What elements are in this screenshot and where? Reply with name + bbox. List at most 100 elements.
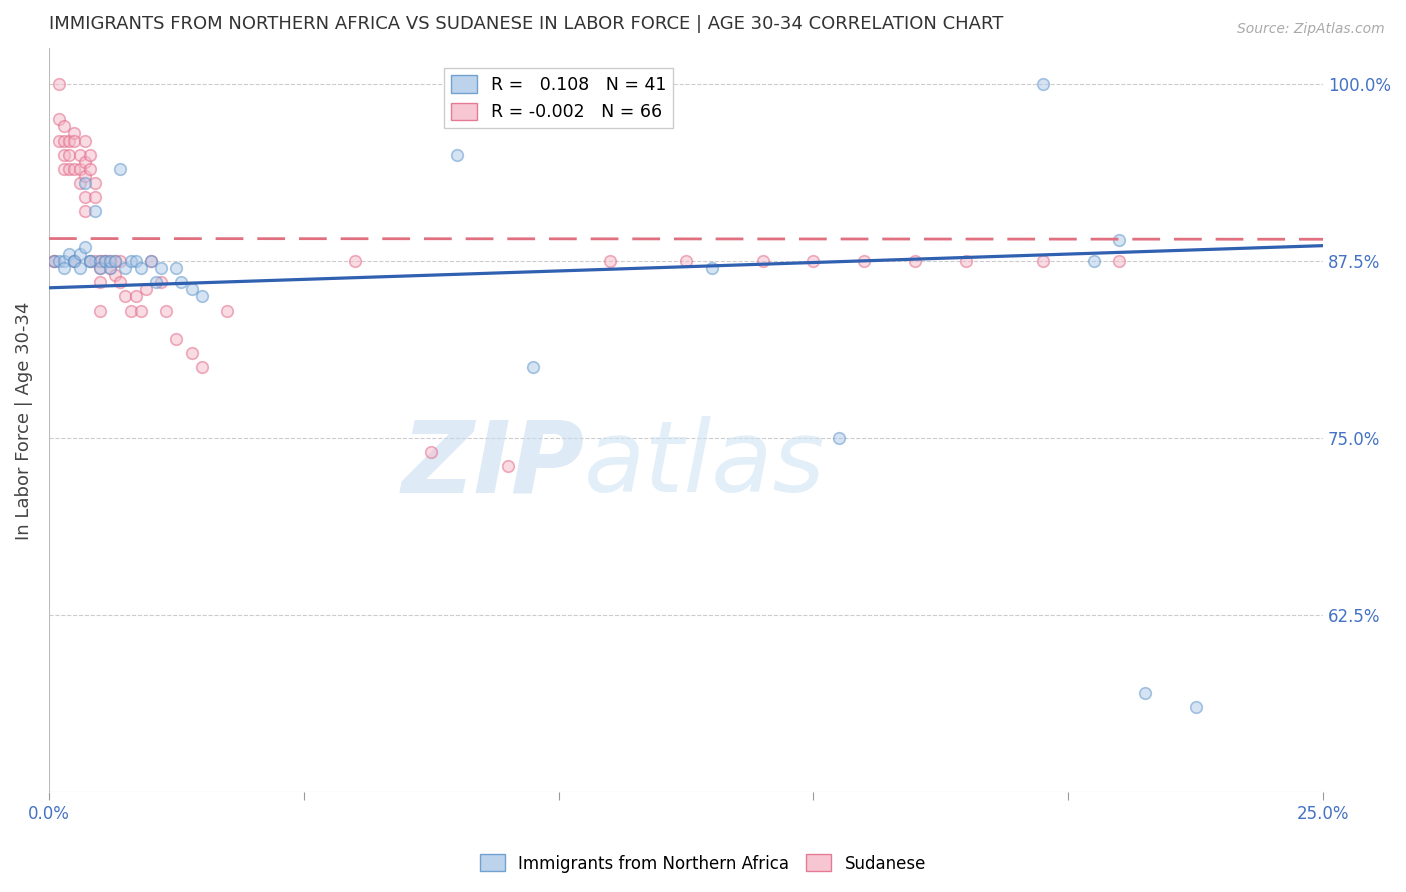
Point bbox=[79, 254, 101, 268]
Point bbox=[53, 134, 76, 148]
Point bbox=[69, 161, 91, 176]
Point bbox=[63, 127, 86, 141]
Point bbox=[63, 254, 86, 268]
Point bbox=[420, 445, 443, 459]
Point bbox=[73, 169, 96, 183]
Point bbox=[955, 254, 977, 268]
Point bbox=[94, 254, 117, 268]
Point bbox=[110, 161, 132, 176]
Point bbox=[120, 254, 142, 268]
Point bbox=[98, 261, 121, 276]
Point bbox=[83, 204, 105, 219]
Point bbox=[79, 161, 101, 176]
Point bbox=[83, 190, 105, 204]
Point bbox=[343, 254, 366, 268]
Point bbox=[89, 254, 111, 268]
Point bbox=[124, 254, 146, 268]
Point bbox=[599, 254, 621, 268]
Point bbox=[191, 289, 214, 303]
Point bbox=[98, 254, 121, 268]
Point bbox=[79, 147, 101, 161]
Point bbox=[48, 112, 70, 127]
Point bbox=[217, 303, 239, 318]
Point bbox=[94, 254, 117, 268]
Legend: R =   0.108   N = 41, R = -0.002   N = 66: R = 0.108 N = 41, R = -0.002 N = 66 bbox=[444, 69, 673, 128]
Point bbox=[104, 254, 127, 268]
Point bbox=[155, 303, 177, 318]
Point bbox=[104, 254, 127, 268]
Point bbox=[1108, 254, 1130, 268]
Point bbox=[1032, 77, 1054, 91]
Point bbox=[89, 261, 111, 276]
Point bbox=[53, 261, 76, 276]
Point bbox=[69, 247, 91, 261]
Point bbox=[129, 261, 152, 276]
Point bbox=[48, 77, 70, 91]
Point bbox=[853, 254, 876, 268]
Text: IMMIGRANTS FROM NORTHERN AFRICA VS SUDANESE IN LABOR FORCE | AGE 30-34 CORRELATI: IMMIGRANTS FROM NORTHERN AFRICA VS SUDAN… bbox=[49, 15, 1004, 33]
Point bbox=[58, 134, 80, 148]
Point bbox=[58, 247, 80, 261]
Point bbox=[42, 254, 65, 268]
Point bbox=[120, 303, 142, 318]
Point bbox=[63, 254, 86, 268]
Point bbox=[42, 254, 65, 268]
Point bbox=[150, 275, 173, 289]
Point bbox=[73, 154, 96, 169]
Text: Source: ZipAtlas.com: Source: ZipAtlas.com bbox=[1237, 22, 1385, 37]
Point bbox=[89, 303, 111, 318]
Point bbox=[145, 275, 167, 289]
Point bbox=[73, 176, 96, 190]
Point bbox=[104, 268, 127, 282]
Point bbox=[53, 161, 76, 176]
Point bbox=[73, 190, 96, 204]
Point bbox=[69, 261, 91, 276]
Point bbox=[150, 261, 173, 276]
Point bbox=[89, 261, 111, 276]
Text: ZIP: ZIP bbox=[401, 417, 583, 514]
Point bbox=[114, 261, 136, 276]
Point bbox=[58, 147, 80, 161]
Point bbox=[98, 261, 121, 276]
Point bbox=[1032, 254, 1054, 268]
Point bbox=[114, 289, 136, 303]
Point bbox=[42, 254, 65, 268]
Point bbox=[79, 254, 101, 268]
Point bbox=[751, 254, 773, 268]
Point bbox=[803, 254, 825, 268]
Point bbox=[828, 431, 851, 445]
Point bbox=[1108, 233, 1130, 247]
Y-axis label: In Labor Force | Age 30-34: In Labor Force | Age 30-34 bbox=[15, 301, 32, 540]
Point bbox=[89, 254, 111, 268]
Point bbox=[180, 282, 202, 296]
Point bbox=[63, 134, 86, 148]
Point bbox=[904, 254, 927, 268]
Point bbox=[48, 254, 70, 268]
Point bbox=[1083, 254, 1105, 268]
Point bbox=[89, 275, 111, 289]
Point bbox=[83, 254, 105, 268]
Point bbox=[139, 254, 162, 268]
Point bbox=[94, 254, 117, 268]
Text: atlas: atlas bbox=[583, 417, 825, 514]
Point bbox=[139, 254, 162, 268]
Point bbox=[73, 204, 96, 219]
Point bbox=[83, 176, 105, 190]
Legend: Immigrants from Northern Africa, Sudanese: Immigrants from Northern Africa, Sudanes… bbox=[474, 847, 932, 880]
Point bbox=[180, 346, 202, 360]
Point bbox=[53, 120, 76, 134]
Point bbox=[63, 254, 86, 268]
Point bbox=[73, 134, 96, 148]
Point bbox=[165, 332, 187, 346]
Point bbox=[1133, 686, 1156, 700]
Point bbox=[48, 134, 70, 148]
Point bbox=[446, 147, 468, 161]
Point bbox=[496, 459, 519, 474]
Point bbox=[53, 147, 76, 161]
Point bbox=[700, 261, 723, 276]
Point bbox=[522, 360, 544, 375]
Point bbox=[69, 147, 91, 161]
Point bbox=[58, 161, 80, 176]
Point bbox=[170, 275, 193, 289]
Point bbox=[110, 254, 132, 268]
